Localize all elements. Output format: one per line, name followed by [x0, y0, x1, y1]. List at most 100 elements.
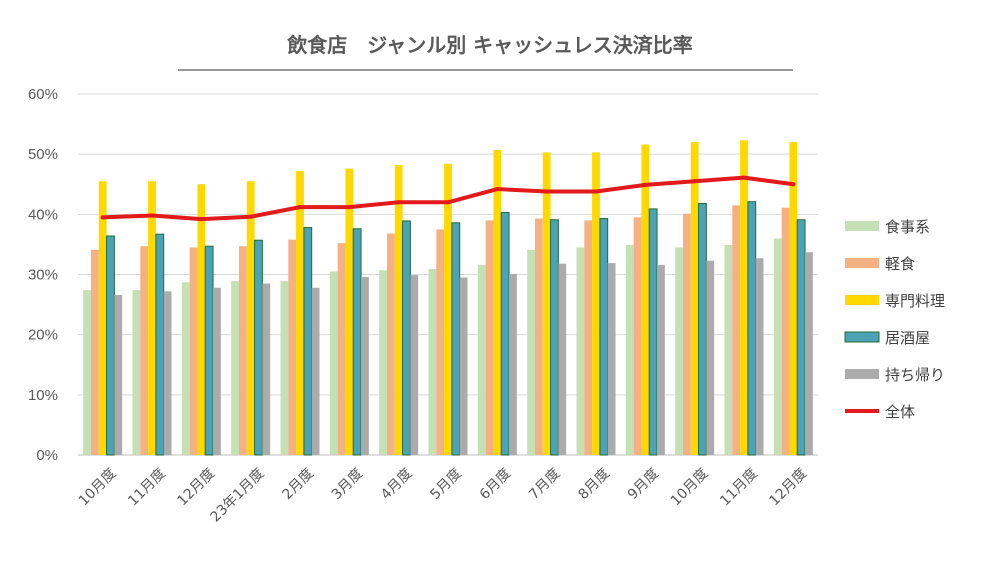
bar-持ち帰り: [213, 287, 221, 455]
y-tick-label: 10%: [28, 387, 58, 404]
bar-軽食: [732, 205, 741, 455]
bar-専門料理: [246, 181, 255, 455]
bar-軽食: [781, 207, 790, 455]
bar-持ち帰り: [410, 275, 419, 455]
bar-専門料理: [789, 142, 798, 455]
bar-軽食: [90, 249, 99, 455]
chart-title: 飲食店 ジャンル別 キャッシュレス決済比率: [286, 33, 693, 57]
bars: [83, 140, 813, 456]
line-point: [594, 189, 598, 194]
x-tick-label: 6月度: [477, 466, 514, 503]
bar-居酒屋: [106, 235, 115, 456]
legend-label: 全体: [885, 403, 915, 421]
x-tick-label: 12月度: [174, 466, 218, 510]
bar-持ち帰り: [509, 273, 517, 455]
bar-居酒屋: [698, 203, 707, 456]
bar-居酒屋: [500, 212, 510, 456]
legend-label: 食事系: [885, 218, 930, 236]
line-point: [791, 182, 796, 187]
bar-持ち帰り: [163, 291, 172, 455]
bar-軽食: [436, 229, 445, 455]
legend-swatch-軽食: [845, 258, 879, 268]
line-point: [446, 200, 450, 205]
x-tick-label: 23年1月度: [208, 466, 268, 526]
total-line-layer: [100, 175, 796, 222]
y-tick-label: 0%: [36, 447, 58, 464]
bar-居酒屋: [352, 228, 362, 456]
x-tick-label: 5月度: [427, 466, 464, 503]
line-point: [396, 200, 401, 205]
line-point: [643, 182, 648, 187]
bar-軽食: [238, 246, 247, 455]
bar-食事系: [773, 238, 782, 455]
line-point: [347, 205, 352, 210]
y-tick-label: 50%: [28, 146, 58, 163]
bar-軽食: [485, 220, 494, 455]
bar-居酒屋: [204, 245, 214, 456]
line-point: [298, 205, 302, 210]
y-tick-label: 40%: [28, 206, 58, 223]
bar-専門料理: [197, 184, 206, 455]
bar-専門料理: [542, 152, 551, 455]
x-tick-label: 3月度: [329, 466, 366, 503]
line-point: [150, 213, 154, 218]
bar-居酒屋: [599, 218, 609, 456]
bar-居酒屋: [648, 208, 658, 456]
bar-食事系: [576, 247, 585, 455]
bar-居酒屋: [402, 220, 411, 456]
x-tick-label: 10月度: [76, 466, 120, 510]
legend-label: 専門料理: [885, 292, 945, 310]
x-tick-label: 7月度: [526, 466, 563, 503]
bar-軽食: [534, 218, 543, 455]
bar-専門料理: [345, 168, 354, 455]
bar-食事系: [181, 282, 190, 455]
line-point: [742, 175, 746, 180]
legend-label: 居酒屋: [885, 329, 930, 347]
x-tick-label: 11月度: [717, 466, 761, 510]
bar-居酒屋: [254, 239, 263, 456]
bar-居酒屋: [155, 233, 165, 456]
bar-軽食: [140, 246, 149, 455]
y-tick-label: 20%: [28, 327, 58, 344]
legend-swatch-居酒屋: [844, 331, 880, 343]
bar-持ち帰り: [361, 276, 369, 455]
legend-swatch-持ち帰り: [845, 369, 879, 379]
bar-居酒屋: [796, 219, 806, 456]
bar-専門料理: [690, 142, 699, 455]
bar-専門料理: [592, 152, 600, 455]
legend-label: 持ち帰り: [885, 366, 945, 384]
bar-軽食: [189, 247, 198, 455]
bar-食事系: [379, 270, 387, 455]
bar-持ち帰り: [459, 277, 468, 455]
bar-軽食: [584, 220, 593, 455]
bar-専門料理: [740, 140, 748, 455]
bar-軽食: [633, 217, 642, 455]
bar-持ち帰り: [607, 263, 616, 455]
y-axis-ticks: 0% 10% 20% 30% 40% 50% 60%: [28, 86, 58, 464]
x-tick-label: 8月度: [575, 466, 612, 503]
bar-食事系: [527, 249, 535, 455]
bar-持ち帰り: [755, 258, 764, 455]
bar-食事系: [477, 264, 486, 455]
bar-食事系: [724, 245, 733, 455]
bar-居酒屋: [550, 219, 559, 456]
bar-食事系: [675, 247, 683, 455]
bar-食事系: [329, 271, 338, 455]
bar-軽食: [682, 213, 691, 455]
x-tick-label: 9月度: [625, 466, 662, 503]
bar-居酒屋: [747, 201, 757, 456]
bar-食事系: [83, 290, 91, 455]
bar-専門料理: [444, 163, 452, 455]
x-tick-label: 11月度: [125, 466, 169, 510]
bar-専門料理: [641, 144, 650, 456]
bar-専門料理: [493, 149, 502, 455]
line-point: [692, 179, 697, 184]
bar-軽食: [386, 233, 395, 455]
y-tick-label: 30%: [28, 267, 58, 284]
bar-専門料理: [98, 181, 107, 455]
x-tick-label: 10月度: [668, 466, 712, 510]
bar-食事系: [132, 290, 141, 455]
